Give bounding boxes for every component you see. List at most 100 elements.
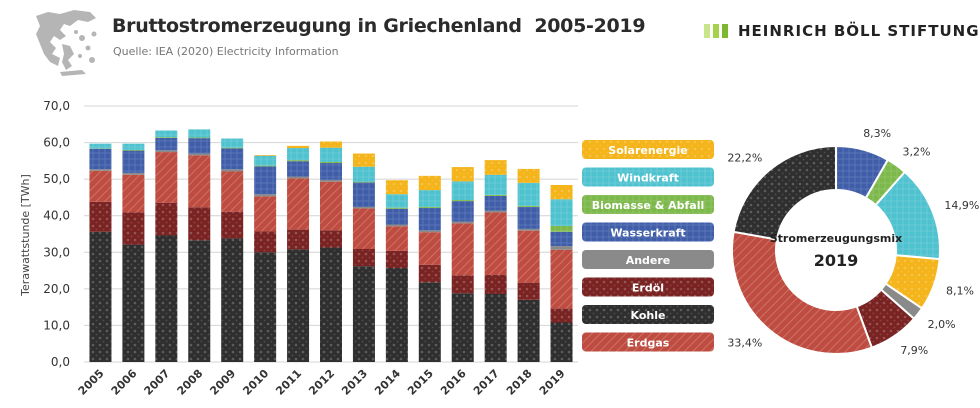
bar-texture	[188, 207, 211, 241]
bar-texture	[517, 299, 540, 362]
donut-texture	[875, 171, 941, 260]
x-tick-label: 2009	[207, 367, 238, 398]
bar-texture	[320, 147, 342, 162]
bar-andere-2005	[89, 169, 112, 171]
bar-andere-2018	[517, 228, 540, 231]
bar-texture	[254, 252, 277, 362]
legend-label: Biomasse & Abfall	[592, 199, 705, 212]
bar-texture	[320, 163, 342, 180]
bar-texture	[517, 282, 540, 300]
logo-text: HEINRICH BÖLL STIFTUNG	[738, 22, 980, 40]
legend-item-solarenergie: Solarenergie	[582, 140, 714, 159]
legend-item-wasserkraft: Wasserkraft	[582, 222, 714, 242]
bar-texture	[517, 230, 540, 283]
bar-texture	[155, 202, 178, 236]
donut-label-biomasse-and-abfall: 3,2%	[903, 146, 931, 159]
bar-texture	[221, 147, 244, 149]
donut-label-windkraft: 14,9%	[944, 199, 979, 212]
bar-texture	[517, 168, 540, 183]
donut-label-solarenergie: 8,1%	[946, 285, 974, 298]
bar-andere-2011	[287, 176, 310, 179]
bar-texture	[418, 206, 441, 209]
bar-texture	[320, 181, 342, 231]
bar-andere-2014	[385, 224, 408, 227]
donut-texture	[865, 159, 905, 205]
bar-andere-2008	[188, 153, 211, 156]
bar-texture	[451, 167, 474, 182]
greece-map-icon	[36, 10, 97, 76]
bar-texture	[89, 170, 112, 202]
x-tick-label: 2013	[339, 367, 370, 398]
bar-andere-2013	[352, 206, 375, 209]
legend-label: Windkraft	[617, 172, 679, 185]
bar-andere-2007	[155, 150, 178, 153]
bar-texture	[287, 229, 310, 250]
x-tick-label: 2011	[273, 367, 304, 398]
bar-texture	[122, 244, 145, 362]
legend-item-erdgas: Erdgas	[582, 332, 714, 352]
bar-texture	[320, 247, 342, 362]
bar-andere-2006	[122, 172, 145, 175]
x-tick-label: 2016	[438, 367, 469, 398]
bar-texture	[385, 226, 408, 251]
bar-andere-2012	[320, 179, 342, 182]
x-tick-label: 2005	[76, 367, 107, 398]
bar-texture	[287, 161, 310, 177]
donut-center-year: 2019	[814, 251, 859, 270]
x-tick-label: 2010	[240, 367, 271, 398]
y-tick-label: 70,0	[43, 99, 70, 113]
y-tick-label: 60,0	[43, 136, 70, 150]
x-tick-label: 2019	[537, 367, 568, 398]
bar-texture	[418, 232, 441, 265]
bar-texture	[122, 212, 145, 245]
bar-texture	[484, 160, 507, 175]
bar-texture	[254, 155, 277, 166]
bar-texture	[385, 207, 408, 209]
bar-texture	[418, 282, 441, 362]
bar-texture	[122, 150, 145, 173]
legend-label: Solarenergie	[608, 144, 687, 157]
bar-andere-2015	[418, 230, 441, 233]
bar-texture	[287, 148, 310, 161]
y-tick-label: 50,0	[43, 172, 70, 186]
bar-texture	[352, 248, 375, 267]
bar-texture	[352, 153, 375, 167]
bar-texture	[287, 178, 310, 230]
bar-texture	[221, 171, 244, 212]
bar-texture	[385, 194, 408, 208]
x-tick-label: 2007	[142, 367, 173, 398]
bar-texture	[254, 165, 277, 167]
bar-texture	[89, 201, 112, 232]
legend-texture	[582, 167, 714, 187]
y-axis-label: Terawattstunde [TWh]	[19, 174, 32, 297]
legend-texture	[582, 140, 714, 159]
bar-texture	[287, 145, 310, 149]
bar-texture	[221, 211, 244, 239]
logo-bars-icon	[704, 24, 728, 38]
bar-texture	[451, 293, 474, 362]
x-tick-label: 2015	[405, 367, 436, 398]
legend-swatch	[582, 250, 714, 269]
x-tick-label: 2018	[504, 367, 535, 398]
donut-label-erdoel: 7,9%	[900, 344, 928, 357]
bar-texture	[155, 130, 178, 138]
bar-texture	[550, 184, 573, 200]
bar-texture	[188, 240, 211, 362]
y-tick-label: 10,0	[43, 318, 70, 332]
legend-texture	[582, 195, 714, 214]
bar-texture	[451, 201, 474, 222]
bar-texture	[122, 143, 145, 150]
bar-andere-2019	[550, 246, 573, 250]
bar-texture	[155, 137, 178, 138]
page-title: Bruttostromerzeugung in Griechenland 200…	[112, 15, 646, 37]
bar-andere-2017	[484, 210, 507, 213]
bar-texture	[352, 181, 375, 183]
y-tick-label: 0,0	[51, 355, 70, 369]
bar-texture	[89, 143, 112, 149]
legend-label: Kohle	[631, 309, 666, 322]
bar-texture	[451, 199, 474, 202]
legend-label: Andere	[626, 254, 671, 267]
bar-andere-2016	[451, 221, 474, 224]
bar-texture	[188, 137, 211, 139]
bar-texture	[517, 205, 540, 207]
